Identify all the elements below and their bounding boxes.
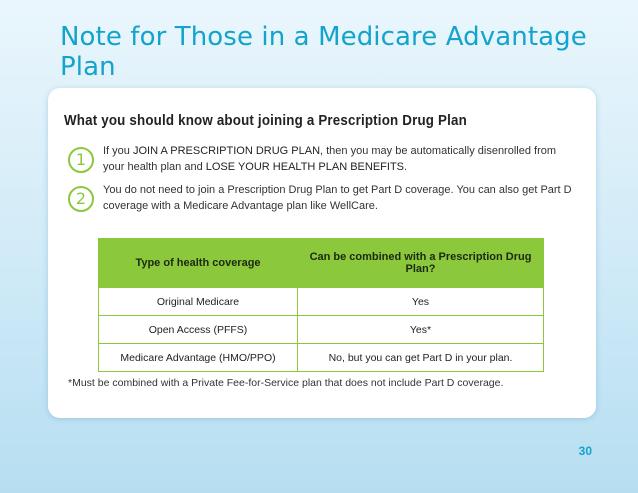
- section-heading: What you should know about joining a Pre…: [64, 113, 467, 129]
- page-number: 30: [578, 444, 592, 458]
- table-row: Medicare Advantage (HMO/PPO) No, but you…: [98, 343, 544, 372]
- slide-title: Note for Those in a Medicare Advantage P…: [60, 22, 587, 82]
- table-cell: Yes*: [297, 315, 544, 344]
- list-item-text-2: You do not need to join a Prescription D…: [103, 183, 573, 214]
- text-part: .: [404, 160, 408, 173]
- text-part: If you: [103, 145, 133, 157]
- list-item-text-1: If you join a prescription drug plan, th…: [103, 144, 573, 175]
- text-part: You do not need to join a Prescription D…: [103, 184, 572, 212]
- table-cell: No, but you can get Part D in your plan.: [297, 343, 544, 372]
- text-part: , then you may be automatically disenrol…: [103, 145, 557, 173]
- table-cell: Original Medicare: [98, 287, 298, 316]
- table-cell: Medicare Advantage (HMO/PPO): [98, 343, 298, 372]
- emphasis-text: lose your health plan benefits: [205, 160, 405, 173]
- number-badge-1: 1: [68, 147, 94, 173]
- coverage-table: Type of health coverage Can be combined …: [98, 238, 544, 372]
- column-header: Can be combined with a Prescription Drug…: [297, 238, 544, 288]
- table-row: Open Access (PFFS) Yes*: [98, 315, 544, 344]
- table-header-row: Type of health coverage Can be combined …: [98, 238, 544, 288]
- number-badge-2: 2: [68, 186, 94, 212]
- table-cell: Open Access (PFFS): [98, 315, 298, 344]
- footnote: *Must be combined with a Private Fee-for…: [68, 377, 504, 389]
- emphasis-text: join a prescription drug plan: [132, 145, 321, 157]
- column-header: Type of health coverage: [98, 238, 298, 288]
- content-card: What you should know about joining a Pre…: [48, 88, 596, 418]
- table-cell: Yes: [297, 287, 544, 316]
- table-row: Original Medicare Yes: [98, 287, 544, 316]
